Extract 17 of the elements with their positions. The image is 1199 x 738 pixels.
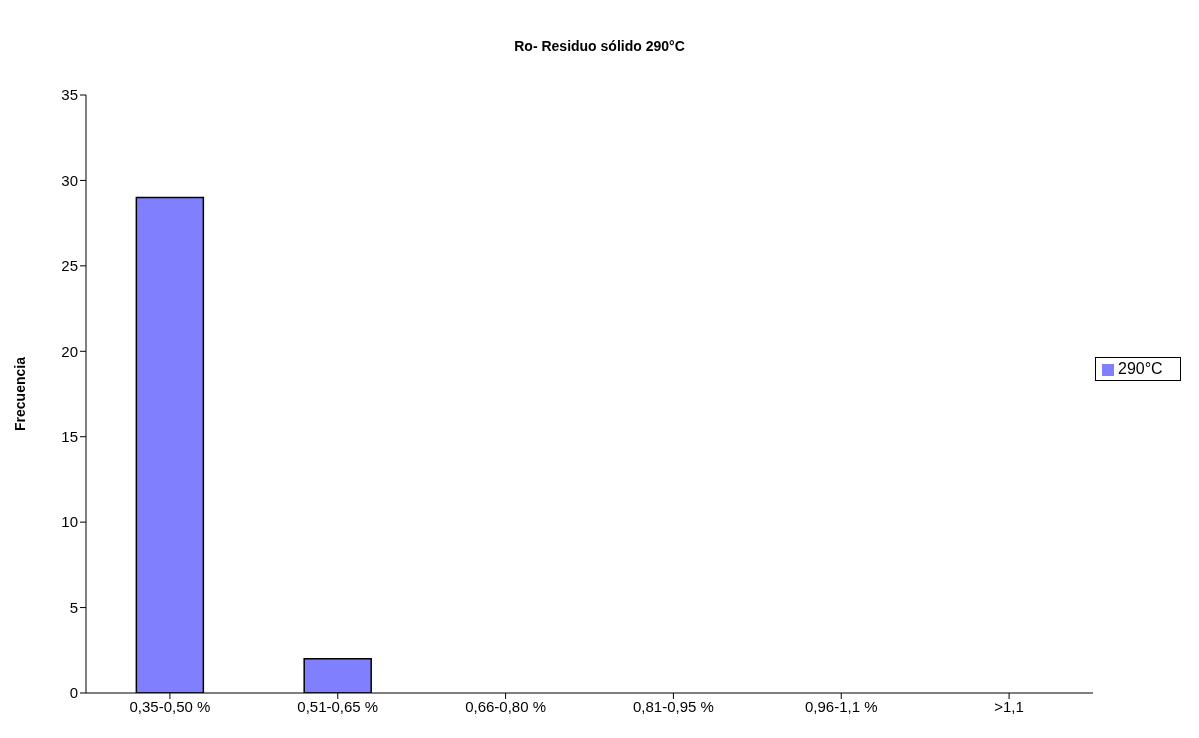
x-tick-label: 0,35-0,50 % [129,697,211,715]
y-axis-title: Frecuencia [12,357,28,431]
y-tick-label: 10 [61,513,78,531]
legend-label: 290°C [1118,360,1163,377]
x-tick-label: 0,96-1,1 % [804,697,878,715]
x-tick-label: 0,81-0,95 % [632,697,714,715]
y-tick-label: 35 [61,86,78,104]
x-tick-label: 0,51-0,65 % [297,697,379,715]
chart-title: Ro- Residuo sólido 290°C [513,38,686,54]
y-tick-label: 30 [61,171,78,189]
y-tick-label: 20 [61,342,78,360]
y-tick-label: 0 [69,684,78,702]
x-tick-label: >1,1 [994,697,1024,715]
y-tick-label: 5 [69,598,78,616]
y-tick-label: 15 [61,428,78,446]
y-tick-label: 25 [61,257,78,275]
x-tick-label: 0,66-0,80 % [465,697,547,715]
